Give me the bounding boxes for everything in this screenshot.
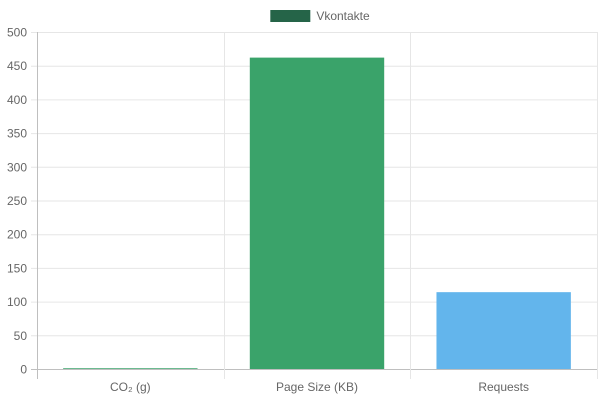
y-tick-label: 150 <box>7 261 27 275</box>
y-tick-label: 500 <box>7 26 27 40</box>
bar[interactable] <box>249 57 385 369</box>
axes: 0 50 100 150 200 250 300 350 400 450 500 CO₂ (g) Pag… <box>7 26 529 395</box>
x-tick-label: Page Size (KB) <box>276 380 358 394</box>
y-tick-label: 300 <box>7 160 27 174</box>
legend-label[interactable]: Vkontakte <box>316 9 370 23</box>
legend[interactable]: Vkontakte <box>270 9 370 23</box>
bars <box>63 57 571 369</box>
x-tick-label: Requests <box>478 380 529 394</box>
y-tick-label: 100 <box>7 295 27 309</box>
legend-swatch[interactable] <box>270 10 311 22</box>
bar[interactable] <box>63 368 198 369</box>
y-tick-label: 0 <box>20 363 27 377</box>
bar[interactable] <box>436 292 571 369</box>
x-tick-label: CO₂ (g) <box>110 380 151 394</box>
y-tick-label: 200 <box>7 228 27 242</box>
y-tick-label: 350 <box>7 127 27 141</box>
y-tick-label: 50 <box>14 329 28 343</box>
y-tick-label: 250 <box>7 194 27 208</box>
y-tick-label: 400 <box>7 93 27 107</box>
y-tick-label: 450 <box>7 59 27 73</box>
